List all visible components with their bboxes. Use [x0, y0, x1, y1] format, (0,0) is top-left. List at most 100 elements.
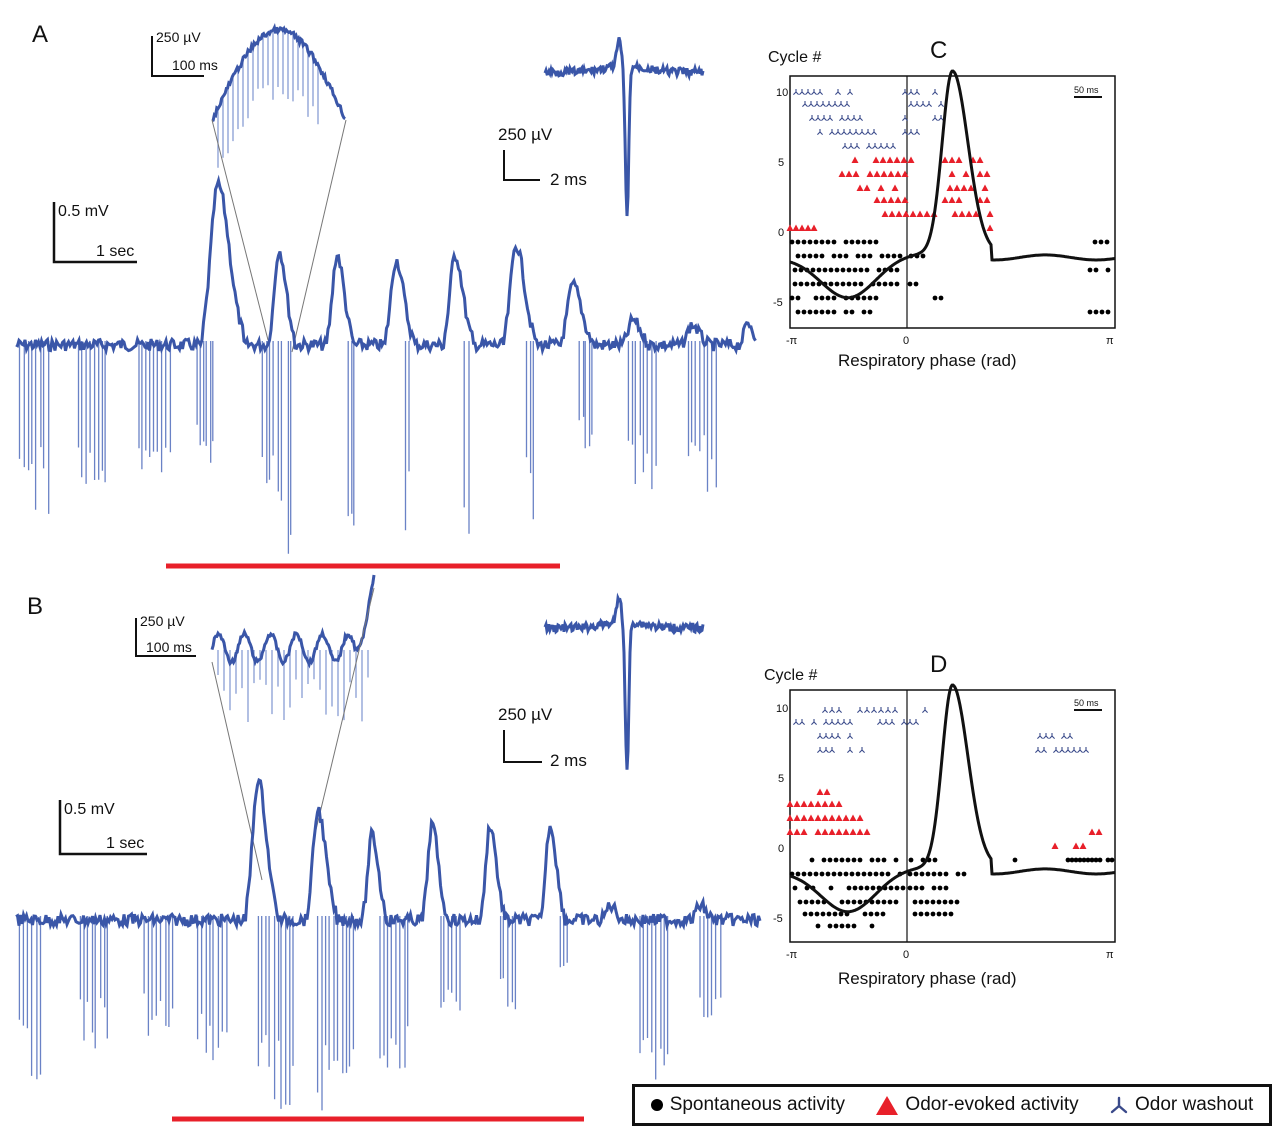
panel-b-inset-trace	[210, 574, 376, 722]
odor-evoked-spike-mark	[835, 800, 843, 807]
washout-spike-mark	[808, 101, 814, 107]
spontaneous-spike-mark	[1069, 857, 1075, 863]
spontaneous-spike-mark	[861, 309, 867, 315]
odor-evoked-spike-mark	[948, 156, 956, 163]
spontaneous-spike-mark	[849, 309, 855, 315]
odor-evoked-spike-mark	[1051, 842, 1059, 849]
panel-a-inset-scalebar: 250 µV 100 ms	[151, 29, 218, 77]
panel-d: D Cycle # 50 ms 10 5 0 -5 -π 0 π Respira…	[764, 651, 1116, 988]
spontaneous-spike-mark	[961, 871, 967, 877]
odor-evoked-spike-mark	[941, 196, 949, 203]
odor-evoked-spike-mark	[1079, 842, 1087, 849]
legend: Spontaneous activity Odor-evoked activit…	[632, 1084, 1272, 1126]
spontaneous-spike-mark	[837, 871, 843, 877]
panel-c-respiration-curve	[789, 69, 1116, 300]
odor-evoked-spike-mark	[793, 800, 801, 807]
spontaneous-spike-mark	[795, 871, 801, 877]
panel-d-xtick-0: 0	[903, 949, 909, 961]
spontaneous-spike-mark	[867, 239, 873, 245]
washout-spike-mark	[811, 89, 817, 95]
washout-spike-mark	[847, 719, 853, 725]
spontaneous-spike-mark	[936, 911, 942, 917]
odor-evoked-spike-mark	[807, 814, 815, 821]
washout-spike-mark	[922, 707, 928, 713]
odor-evoked-spike-mark	[800, 814, 808, 821]
spontaneous-spike-mark	[858, 885, 864, 891]
odor-evoked-spike-mark	[810, 224, 818, 231]
spontaneous-spike-mark	[810, 281, 816, 287]
spontaneous-spike-mark	[819, 309, 825, 315]
washout-spike-mark	[838, 101, 844, 107]
spontaneous-spike-mark	[827, 857, 833, 863]
odor-evoked-spike-mark	[891, 184, 899, 191]
spontaneous-spike-mark	[1109, 857, 1115, 863]
spontaneous-spike-mark	[843, 871, 849, 877]
spontaneous-spike-mark	[888, 885, 894, 891]
odor-evoked-spike-mark	[823, 788, 831, 795]
odor-evoked-spike-mark	[986, 210, 994, 217]
washout-spike-mark	[853, 129, 859, 135]
washout-spike-mark	[793, 89, 799, 95]
spontaneous-spike-mark	[813, 239, 819, 245]
panel-c-ytick-0: 0	[778, 227, 784, 239]
washout-spike-mark	[809, 115, 815, 121]
spontaneous-spike-mark	[1012, 857, 1018, 863]
washout-spike-mark	[889, 719, 895, 725]
spontaneous-spike-mark	[834, 267, 840, 273]
spontaneous-spike-mark	[930, 911, 936, 917]
washout-spike-mark	[841, 719, 847, 725]
washout-spike-mark	[914, 89, 920, 95]
spontaneous-spike-mark	[1077, 857, 1083, 863]
spontaneous-spike-mark	[807, 239, 813, 245]
spontaneous-spike-mark	[919, 885, 925, 891]
odor-evoked-spike-mark	[955, 156, 963, 163]
spontaneous-spike-mark	[809, 899, 815, 905]
legend-washout-label: Odor washout	[1135, 1094, 1254, 1115]
spontaneous-spike-mark	[857, 899, 863, 905]
spontaneous-spike-mark	[948, 911, 954, 917]
spontaneous-spike-mark	[938, 295, 944, 301]
panel-b-zoom-line-left	[211, 661, 263, 881]
washout-spike-mark	[890, 143, 896, 149]
odor-evoked-spike-mark	[856, 828, 864, 835]
odor-evoked-spike-mark	[793, 828, 801, 835]
odor-evoked-spike-mark	[863, 184, 871, 191]
spontaneous-spike-mark	[855, 871, 861, 877]
spontaneous-spike-mark	[913, 281, 919, 287]
odor-evoked-spike-mark	[893, 156, 901, 163]
odor-evoked-spike-mark	[887, 196, 895, 203]
odor-evoked-spike-mark	[948, 170, 956, 177]
panel-c-xtick-negpi: -π	[786, 335, 798, 347]
odor-evoked-spike-mark	[901, 196, 909, 203]
spontaneous-spike-mark	[843, 309, 849, 315]
washout-spike-mark	[885, 707, 891, 713]
panel-b-trace-scalebar: 0.5 mV 1 sec	[58, 800, 147, 856]
spontaneous-spike-mark	[825, 239, 831, 245]
odor-evoked-spike-mark	[828, 800, 836, 807]
panel-b-spike-waveform	[543, 592, 705, 770]
spontaneous-spike-mark	[813, 295, 819, 301]
spontaneous-spike-mark	[795, 309, 801, 315]
spontaneous-spike-mark	[819, 871, 825, 877]
odor-evoked-spike-mark	[909, 210, 917, 217]
legend-item-odor-evoked: Odor-evoked activity	[876, 1094, 1079, 1116]
washout-spike-mark	[1071, 747, 1077, 753]
washout-spike-mark	[817, 747, 823, 753]
odor-evoked-spike-mark	[1088, 828, 1096, 835]
spontaneous-spike-mark	[798, 281, 804, 287]
spontaneous-spike-mark	[1105, 309, 1111, 315]
panel-b-spike-scalebar: 250 µV 2 ms	[498, 705, 587, 770]
spontaneous-spike-mark	[919, 871, 925, 877]
panel-a: A 250 µV 100 ms 250 µV 2 ms 0.5 mV 1	[15, 21, 757, 569]
odor-evoked-spike-mark	[800, 828, 808, 835]
spontaneous-spike-mark	[828, 281, 834, 287]
spontaneous-spike-mark	[831, 239, 837, 245]
odor-evoked-spike-mark	[835, 814, 843, 821]
panel-d-xlabel: Respiratory phase (rad)	[838, 969, 1017, 988]
spontaneous-spike-mark	[849, 239, 855, 245]
spontaneous-spike-mark	[789, 295, 795, 301]
odor-evoked-spike-mark	[895, 210, 903, 217]
spontaneous-spike-mark	[900, 885, 906, 891]
panel-d-ytick-10: 10	[776, 703, 788, 715]
spontaneous-spike-mark	[861, 239, 867, 245]
